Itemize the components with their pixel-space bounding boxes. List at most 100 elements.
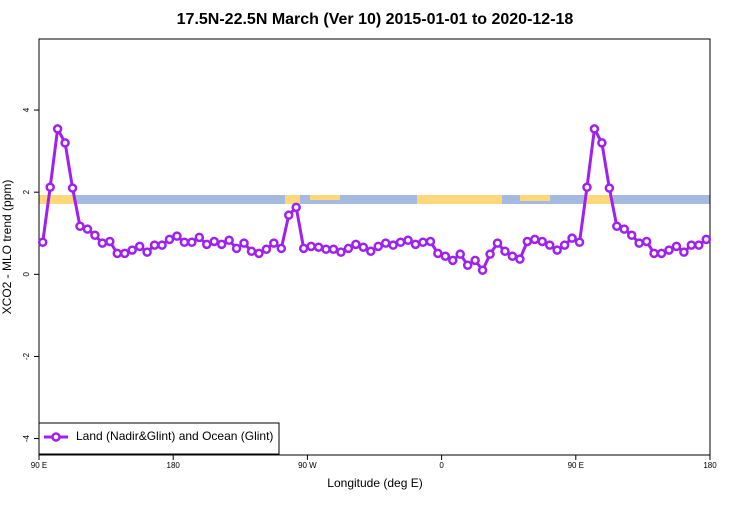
x-tick-label: 90 E	[568, 461, 584, 470]
data-point	[298, 243, 309, 254]
data-point	[612, 221, 622, 232]
data-point	[313, 242, 324, 252]
data-point	[395, 237, 406, 248]
data-point	[112, 248, 123, 259]
data-point	[679, 247, 689, 257]
data-point	[37, 237, 48, 248]
data-point	[306, 241, 316, 252]
data-point	[157, 240, 167, 250]
data-point	[127, 245, 137, 255]
x-tick-label: 180	[167, 461, 181, 470]
data-point	[216, 239, 227, 250]
data-point	[82, 224, 93, 234]
data-point	[664, 245, 674, 255]
data-point	[649, 248, 659, 259]
data-point	[239, 238, 249, 248]
land-band	[520, 195, 550, 201]
data-point	[284, 210, 294, 220]
data-point	[149, 240, 160, 250]
x-tick-label: 90 W	[298, 461, 317, 470]
data-point	[500, 246, 510, 257]
chart-title: 17.5N-22.5N March (Ver 10) 2015-01-01 to…	[177, 11, 574, 28]
data-point	[582, 182, 592, 192]
x-tick-label: 90 E	[31, 461, 47, 470]
data-point	[410, 239, 421, 250]
data-point	[440, 251, 451, 261]
data-point	[507, 251, 518, 261]
y-tick-label: 4	[22, 107, 31, 112]
y-tick-label: 0	[22, 272, 31, 277]
data-point	[544, 240, 555, 250]
data-point	[567, 233, 577, 243]
data-point	[656, 248, 667, 259]
data-point	[626, 230, 637, 241]
legend-box	[38, 422, 280, 455]
data-point	[224, 235, 234, 245]
data-point	[552, 245, 562, 255]
data-point	[694, 240, 704, 250]
data-point	[336, 247, 346, 257]
data-point	[261, 244, 272, 255]
data-point	[373, 241, 383, 252]
data-point	[209, 236, 219, 247]
data-point	[671, 241, 682, 252]
data-point	[351, 239, 361, 250]
data-point	[90, 230, 100, 241]
data-point	[75, 221, 85, 232]
data-point	[574, 237, 585, 248]
land-band	[39, 195, 75, 204]
data-point	[231, 243, 242, 254]
data-point	[537, 236, 547, 247]
data-point	[515, 254, 525, 264]
data-point	[619, 224, 630, 234]
data-point	[291, 202, 301, 213]
data-point	[589, 124, 600, 134]
land-ocean-band	[39, 195, 710, 204]
data-point	[701, 234, 712, 245]
data-point	[597, 138, 607, 148]
data-point	[418, 237, 428, 248]
legend-marker	[51, 432, 61, 442]
data-point	[97, 238, 108, 248]
x-tick-label: 0	[439, 461, 444, 470]
x-axis-label: Longitude (deg E)	[327, 476, 422, 490]
data-point	[604, 183, 615, 193]
data-point	[425, 236, 436, 247]
plot-frame	[38, 38, 711, 456]
data-point	[462, 260, 473, 271]
data-point	[269, 238, 279, 248]
data-point	[448, 255, 458, 266]
data-point	[142, 247, 152, 257]
y-tick-label: -4	[22, 434, 31, 442]
data-point	[194, 232, 205, 243]
data-point	[254, 248, 264, 259]
data-point	[522, 236, 533, 247]
data-point	[485, 249, 495, 259]
data-point	[343, 243, 354, 254]
data-point	[45, 182, 55, 192]
data-point	[530, 234, 540, 245]
data-point	[686, 240, 697, 250]
data-point	[119, 248, 130, 259]
data-point	[559, 240, 570, 250]
ocean-band	[39, 195, 710, 204]
data-point	[202, 239, 212, 250]
data-point	[433, 248, 443, 259]
data-point	[641, 236, 652, 247]
data-point	[492, 238, 503, 248]
data-point	[105, 236, 115, 247]
land-band	[417, 195, 502, 204]
data-point	[179, 237, 190, 248]
data-point	[380, 238, 391, 248]
data-point	[634, 238, 644, 248]
data-point	[60, 138, 70, 148]
data-point	[134, 241, 145, 252]
y-tick-label: 2	[22, 189, 31, 194]
y-axis-label: XCO2 - MLO trend (ppm)	[0, 180, 14, 315]
x-tick-label: 180	[703, 461, 717, 470]
data-point	[52, 124, 63, 134]
land-band	[585, 195, 613, 204]
data-point	[321, 244, 331, 255]
land-band	[310, 195, 340, 200]
